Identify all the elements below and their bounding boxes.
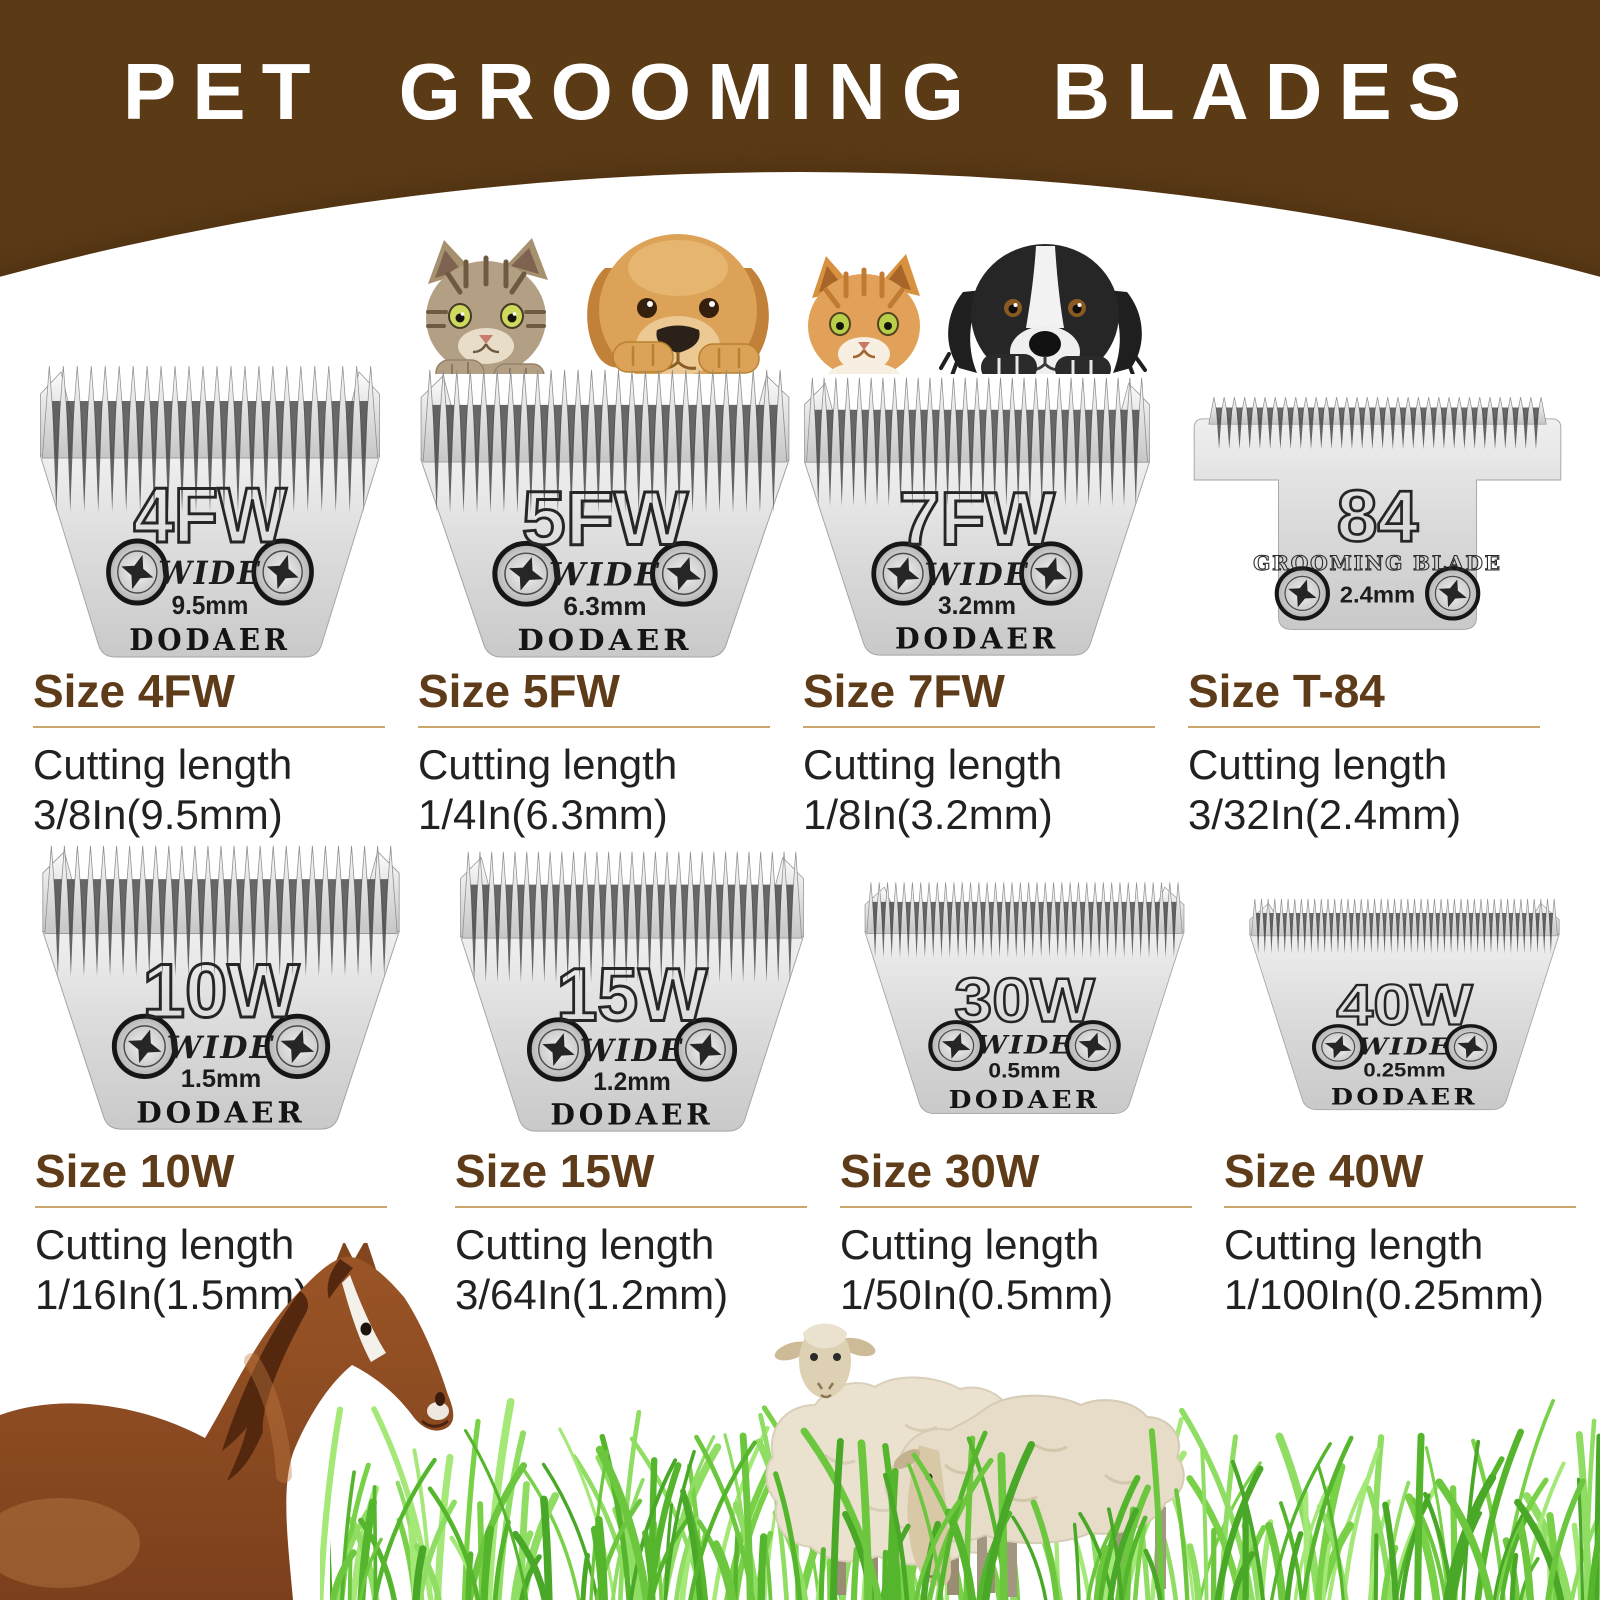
blade-wide-engraving: WIDE [924,557,1029,593]
blade-t84: 84 GROOMING BLADE 2.4mm [1193,397,1562,630]
size-heading: Size T-84 [1188,665,1385,717]
divider [33,726,385,728]
blade-thickness-engraving: 6.3mm [563,593,646,621]
divider [1188,726,1540,728]
cut-length-label: Cutting length [1224,1221,1484,1268]
cut-length-value: 3/8In(9.5mm) [33,790,283,838]
size-heading: Size 10W [35,1145,235,1197]
cut-length-label: Cutting length [840,1221,1100,1268]
cut-length-value: 1/100In(0.25mm) [1224,1270,1544,1318]
blade-size-engraving: 5FW [522,476,689,561]
divider [455,1206,807,1208]
cut-length-label: Cutting length [35,1221,295,1268]
divider [803,726,1155,728]
blade-brand-engraving: DODAER [1331,1084,1478,1110]
black-white-dog-photo [939,244,1147,374]
blade-wide-engraving: WIDE [549,556,661,593]
divider [35,1206,387,1208]
page-title: PET GROOMING BLADES [122,47,1478,136]
divider [840,1206,1192,1208]
blade-5fw: 5FW WIDE 6.3mm DODAER [420,369,790,658]
blade-size-engraving: 7FW [899,477,1056,561]
blade-size-engraving: 10W [143,949,300,1034]
blade-thickness-engraving: 1.2mm [593,1069,671,1096]
blade-wide-engraving: WIDE [580,1033,685,1069]
blade-size-engraving: 40W [1336,974,1473,1038]
blade-size-engraving: 4FW [133,472,287,559]
blade-thickness-engraving: 0.5mm [988,1059,1060,1083]
blade-thickness-engraving: 2.4mm [1340,583,1415,609]
blade-size-engraving: 30W [954,965,1095,1035]
size-heading: Size 7FW [803,665,1005,717]
horse-photo [0,1243,454,1600]
blade-15w: 15W WIDE 1.2mm DODAER [459,851,805,1132]
blade-info-30w: Size 30W Cutting length 1/50In(0.5mm) [840,1148,1210,1319]
blade-10w: 10W WIDE 1.5mm DODAER [42,845,400,1130]
blade-brand-engraving: DODAER [895,621,1059,655]
blade-info-5fw: Size 5FW Cutting length 1/4In(6.3mm) [418,668,788,839]
blade-brand-engraving: DODAER [550,1097,713,1131]
cut-length-label: Cutting length [1188,741,1448,788]
cut-length-value: 1/16In(1.5mm) [35,1270,309,1318]
blade-4fw: 4FW WIDE 9.5mm DODAER [39,365,381,658]
blade-wide-engraving: WIDE [976,1031,1073,1061]
blade-thickness-engraving: 0.25mm [1363,1060,1445,1081]
tabby-cat-photo [426,238,548,374]
blade-thickness-engraving: 3.2mm [938,593,1016,620]
golden-retriever-photo [587,234,769,374]
size-heading: Size 30W [840,1145,1040,1197]
cut-length-value: 1/50In(0.5mm) [840,1270,1114,1318]
blade-wide-engraving: WIDE [167,1030,276,1066]
blade-40w: 40W WIDE 0.25mm DODAER [1249,898,1560,1110]
cut-length-label: Cutting length [803,741,1063,788]
blade-info-40w: Size 40W Cutting length 1/100In(0.25mm) [1224,1148,1594,1319]
cut-length-label: Cutting length [33,741,293,788]
blade-size-engraving: 15W [556,953,707,1037]
blade-30w: 30W WIDE 0.5mm DODAER [864,882,1185,1114]
divider [418,726,770,728]
blade-size-engraving: 84 [1337,477,1419,557]
ginger-cat-photo [808,254,920,374]
cut-length-value: 1/4In(6.3mm) [418,790,668,838]
blade-info-4fw: Size 4FW Cutting length 3/8In(9.5mm) [33,668,403,839]
blade-wide-engraving: WIDE [158,555,261,592]
size-heading: Size 40W [1224,1145,1424,1197]
size-heading: Size 15W [455,1145,655,1197]
cut-length-value: 3/32In(2.4mm) [1188,790,1462,838]
blade-info-7fw: Size 7FW Cutting length 1/8In(3.2mm) [803,668,1173,839]
cut-length-value: 1/8In(3.2mm) [803,790,1053,838]
size-heading: Size 5FW [418,665,620,717]
cut-length-label: Cutting length [455,1221,715,1268]
blade-info-t84: Size T-84 Cutting length 3/32In(2.4mm) [1188,668,1558,839]
grass-front-decoration [330,1427,1600,1600]
blade-brand-engraving: DODAER [949,1085,1101,1114]
blade-brand-engraving: DODAER [136,1095,306,1129]
blade-info-10w: Size 10W Cutting length 1/16In(1.5mm) [35,1148,405,1319]
peeking-pets-photo [426,234,1147,374]
blade-wide-engraving: WIDE [1357,1033,1451,1061]
blade-7fw: 7FW WIDE 3.2mm DODAER [803,377,1151,656]
size-heading: Size 4FW [33,665,235,717]
blade-info-15w: Size 15W Cutting length 3/64In(1.2mm) [455,1148,825,1319]
cut-length-value: 3/64In(1.2mm) [455,1270,729,1318]
divider [1224,1206,1576,1208]
blade-thickness-engraving: 9.5mm [172,591,249,620]
cut-length-label: Cutting length [418,741,678,788]
blade-thickness-engraving: 1.5mm [181,1065,262,1093]
blade-brand-engraving: DODAER [129,622,290,657]
blade-grooming-blade-engraving: GROOMING BLADE [1253,551,1502,575]
blade-brand-engraving: DODAER [517,624,692,658]
